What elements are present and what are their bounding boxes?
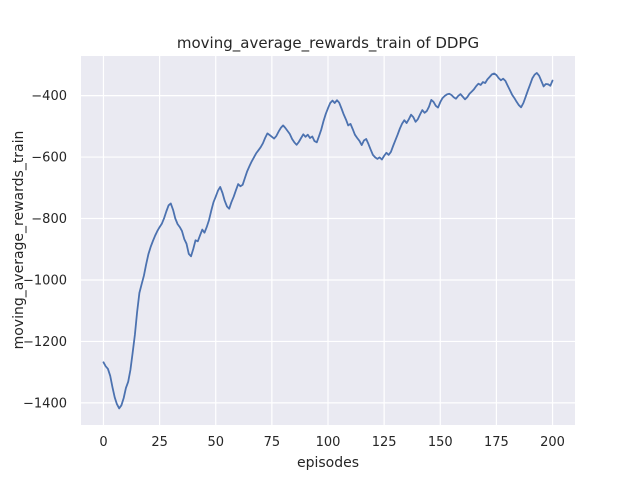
y-tick-label: −600: [31, 151, 67, 166]
y-tick-label: −800: [31, 212, 67, 227]
x-tick-label: 200: [540, 435, 565, 450]
x-tick-label: 25: [151, 435, 168, 450]
x-tick-label: 75: [264, 435, 281, 450]
x-tick-label: 100: [316, 435, 341, 450]
chart-title: moving_average_rewards_train of DDPG: [176, 34, 480, 52]
y-tick-label: −1400: [23, 396, 67, 411]
y-tick-label: −1000: [23, 273, 67, 288]
x-axis-label: episodes: [296, 455, 360, 471]
y-axis-label: moving_average_rewards_train: [11, 130, 27, 350]
x-tick-label: 0: [99, 435, 107, 450]
y-tick-label: −400: [31, 89, 67, 104]
y-tick-label: −1200: [23, 335, 67, 350]
x-tick-label: 175: [484, 435, 509, 450]
x-tick-label: 150: [428, 435, 453, 450]
data-line: [102, 72, 554, 410]
x-tick-label: 125: [372, 435, 397, 450]
x-tick-label: 50: [207, 435, 224, 450]
